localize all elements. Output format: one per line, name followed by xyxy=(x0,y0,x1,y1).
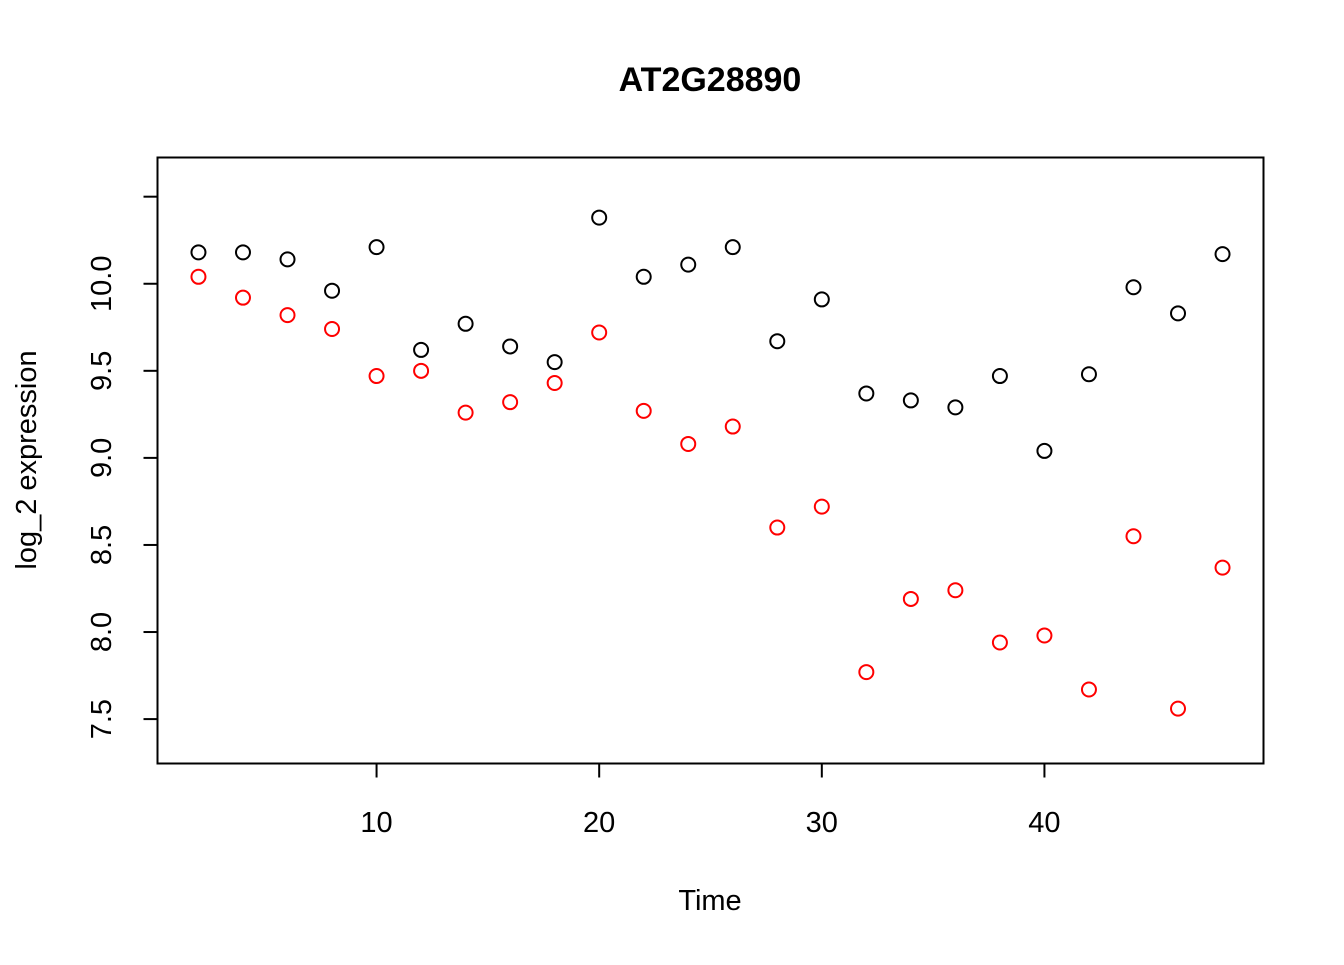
data-point xyxy=(991,634,1008,651)
x-axis-label: Time xyxy=(678,885,741,917)
data-point xyxy=(413,341,430,358)
data-point xyxy=(502,394,519,411)
data-point xyxy=(858,664,875,681)
y-axis: 7.5 8.0 8.5 9.0 9.5 10.0 xyxy=(86,195,158,739)
data-point xyxy=(724,418,741,435)
data-point xyxy=(368,368,385,385)
data-point xyxy=(680,256,697,273)
data-point xyxy=(1080,681,1097,698)
data-point xyxy=(591,209,608,226)
data-point xyxy=(991,368,1008,385)
data-point xyxy=(591,324,608,341)
x-tick-label: 10 xyxy=(360,807,392,839)
data-point xyxy=(1170,305,1187,322)
data-point xyxy=(279,251,296,268)
data-point xyxy=(279,307,296,324)
data-point xyxy=(769,519,786,536)
data-point xyxy=(190,244,207,261)
data-point xyxy=(902,590,919,607)
data-point xyxy=(813,498,830,515)
y-axis-label: log_2 expression xyxy=(11,350,43,569)
y-tick-label: 10.0 xyxy=(86,256,118,312)
data-point xyxy=(234,289,251,306)
y-tick-label: 9.5 xyxy=(86,351,118,391)
data-point xyxy=(947,399,964,416)
data-point xyxy=(680,435,697,452)
y-tick-label: 8.0 xyxy=(86,612,118,652)
data-point xyxy=(724,239,741,256)
data-point xyxy=(1080,366,1097,383)
x-tick-label: 40 xyxy=(1028,807,1060,839)
data-point xyxy=(190,268,207,285)
data-point xyxy=(813,291,830,308)
data-point xyxy=(1170,700,1187,717)
x-tick-label: 20 xyxy=(583,807,615,839)
data-point xyxy=(546,375,563,392)
y-tick-label: 8.5 xyxy=(86,525,118,565)
x-tick-label: 30 xyxy=(806,807,838,839)
data-point xyxy=(1214,559,1231,576)
data-point xyxy=(546,354,563,371)
chart-title: AT2G28890 xyxy=(619,61,802,99)
data-point xyxy=(947,582,964,599)
data-point xyxy=(234,244,251,261)
data-point xyxy=(1214,246,1231,263)
data-point xyxy=(324,282,341,299)
data-point xyxy=(635,268,652,285)
data-point xyxy=(413,362,430,379)
data-point xyxy=(1036,627,1053,644)
data-point xyxy=(858,385,875,402)
data-point xyxy=(457,315,474,332)
data-point xyxy=(324,321,341,338)
data-points xyxy=(190,209,1231,717)
data-point xyxy=(1125,528,1142,545)
y-tick-label: 9.0 xyxy=(86,438,118,478)
data-point xyxy=(769,333,786,350)
data-point xyxy=(457,404,474,421)
x-axis: 10 20 30 40 xyxy=(360,763,1061,839)
data-point xyxy=(902,392,919,409)
data-point xyxy=(502,338,519,355)
data-point xyxy=(368,239,385,256)
data-point xyxy=(1036,442,1053,459)
y-tick-label: 7.5 xyxy=(86,699,118,739)
data-point xyxy=(635,402,652,419)
plot-frame xyxy=(156,156,1265,765)
data-point xyxy=(1125,279,1142,296)
